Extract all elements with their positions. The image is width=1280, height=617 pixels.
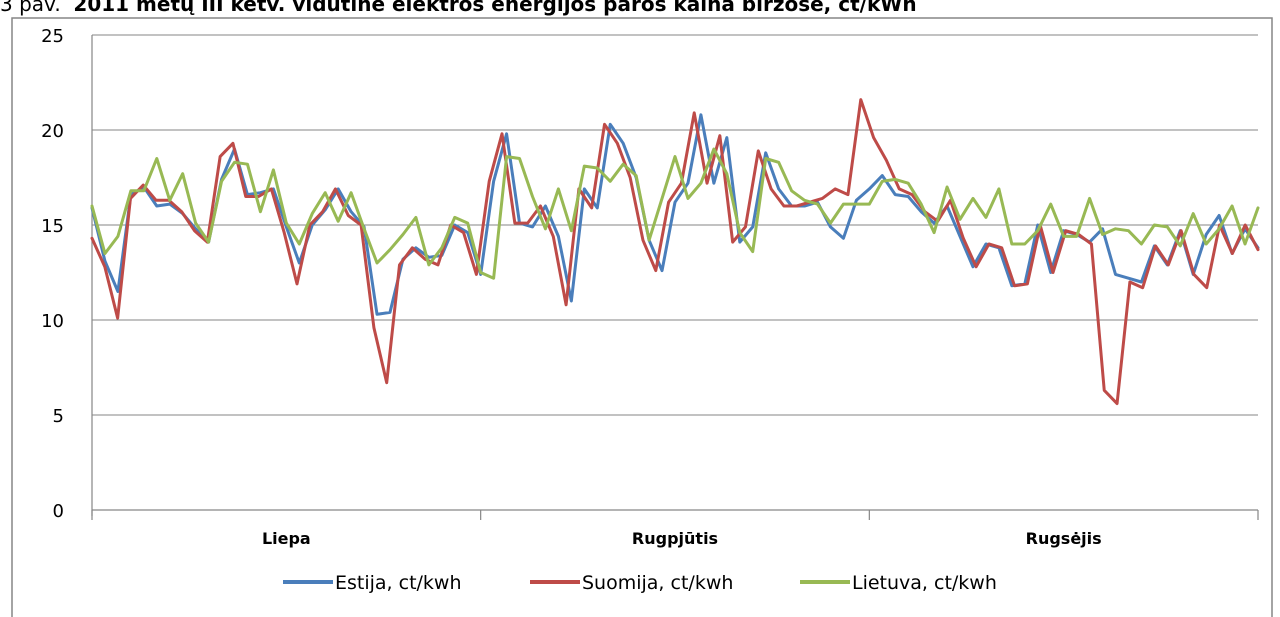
series-line-3 — [90, 147, 1260, 280]
y-tick-label: 25 — [41, 26, 64, 47]
y-tick-label: 20 — [41, 121, 64, 142]
legend-label-1: Estija, ct/kwh — [335, 572, 462, 594]
legend: Estija, ct/kwh Suomija, ct/kwh Lietuva, ct… — [283, 572, 997, 594]
series-lines — [90, 98, 1260, 406]
y-tick-label: 5 — [53, 406, 64, 427]
y-tick-label: 15 — [41, 216, 64, 237]
legend-label-3: Lietuva, ct/kwh — [852, 572, 997, 594]
chart-frame — [11, 17, 1273, 617]
chart-title: 2011 metų III ketv. vidutinė elektros en… — [73, 0, 917, 16]
caption-prefix: 3 pav. — [0, 0, 61, 16]
x-category-label: Liepa — [262, 529, 311, 548]
x-axis: Liepa Rugpjūtis Rugsėjis — [91, 35, 1259, 548]
y-tick-label: 0 — [53, 501, 64, 522]
y-axis-tick-labels: 0 5 10 15 20 25 — [41, 26, 64, 522]
legend-label-2: Suomija, ct/kwh — [582, 572, 733, 594]
x-category-label: Rugpjūtis — [632, 529, 718, 548]
chart-caption: 3 pav. 2011 metų III ketv. vidutinė elek… — [0, 0, 917, 17]
y-tick-label: 10 — [41, 311, 64, 332]
series-line-1 — [90, 113, 1260, 316]
x-category-label: Rugsėjis — [1026, 529, 1102, 548]
